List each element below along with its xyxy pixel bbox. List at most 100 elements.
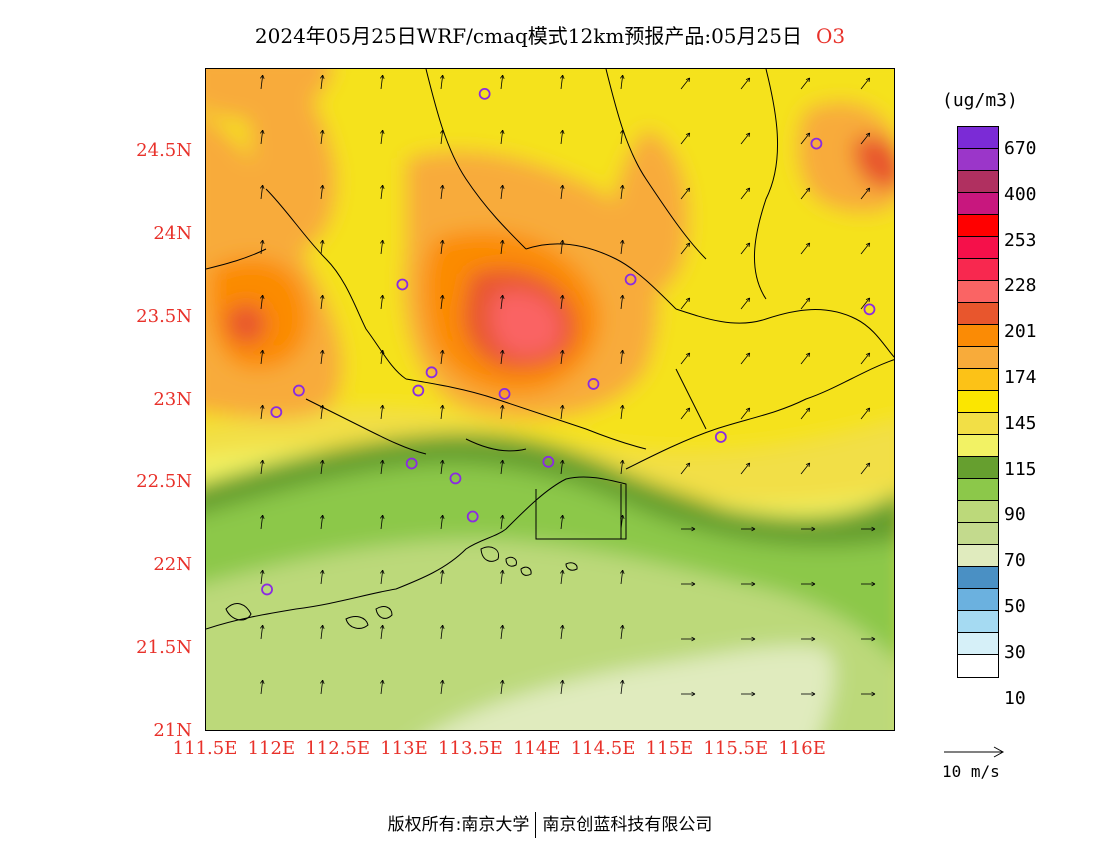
wind-arrow (440, 349, 445, 365)
legend-swatch (958, 589, 998, 611)
wind-arrow (380, 679, 385, 695)
legend-swatch (958, 193, 998, 215)
wind-arrow (620, 404, 625, 420)
island-outlines (225, 546, 578, 629)
wind-arrow (740, 462, 751, 475)
title-text: 2024年05月25日WRF/cmaq模式12km预报产品:05月25日 (254, 24, 802, 48)
longitude-tick-label: 115E (645, 738, 694, 759)
wind-arrow (440, 459, 445, 475)
wind-arrow (620, 184, 625, 200)
wind-arrow (860, 77, 871, 90)
wind-arrow (380, 294, 385, 310)
wind-arrow (440, 129, 445, 145)
wind-arrow (560, 184, 565, 200)
wind-arrow (861, 636, 876, 642)
wind-arrow (380, 569, 385, 585)
station-marker (587, 378, 600, 390)
latitude-tick-label: 23N (153, 388, 192, 410)
longitude-tick-label: 113.5E (438, 738, 503, 759)
legend-swatch (958, 127, 998, 149)
wind-arrow (620, 679, 625, 695)
legend-swatch (958, 325, 998, 347)
legend-swatch (958, 633, 998, 655)
legend-swatch (958, 611, 998, 633)
wind-arrow (740, 407, 751, 420)
wind-arrow (260, 459, 265, 475)
legend-tick-label: 145 (1004, 412, 1037, 434)
wind-reference-arrow-icon (944, 746, 1005, 758)
wind-arrow (740, 242, 751, 255)
wind-arrow (380, 459, 385, 475)
legend-swatch (958, 523, 998, 545)
longitude-tick-label: 115.5E (703, 738, 769, 759)
station-marker (498, 387, 511, 400)
wind-arrow (440, 569, 445, 585)
wind-arrow (800, 462, 811, 475)
wind-arrow (740, 77, 751, 90)
legend-swatch (958, 215, 998, 237)
longitude-tick-label: 114.5E (570, 738, 636, 759)
latitude-tick-label: 21N (153, 720, 192, 741)
legend-tick-label: 90 (1004, 504, 1026, 526)
wind-arrow (800, 132, 811, 145)
wind-arrow (620, 569, 625, 585)
longitude-tick-label: 111.5E (172, 738, 238, 759)
wind-arrow (260, 569, 265, 585)
wind-arrow (380, 74, 385, 90)
legend-tick-label: 253 (1004, 229, 1037, 251)
wind-arrow (440, 679, 445, 695)
wind-arrow (740, 187, 751, 200)
wind-arrow (560, 624, 565, 640)
station-marker (396, 278, 409, 291)
legend-swatch (958, 171, 998, 193)
wind-arrow (260, 404, 265, 420)
wind-arrow (800, 77, 811, 90)
wind-arrow (500, 239, 505, 255)
wind-arrow (861, 526, 876, 532)
wind-arrow (800, 242, 811, 255)
wind-arrow (620, 459, 625, 475)
wind-arrow (620, 624, 625, 640)
wind-arrow (560, 514, 565, 530)
wind-arrow (620, 294, 625, 310)
legend-swatch (958, 303, 998, 325)
wind-arrow (681, 581, 696, 587)
wind-arrow (380, 624, 385, 640)
wind-arrow (801, 581, 816, 587)
legend-swatch (958, 457, 998, 479)
station-marker (425, 366, 438, 379)
legend-swatch (958, 347, 998, 369)
station-marker (863, 303, 876, 316)
wind-arrow (320, 514, 325, 530)
wind-arrow (500, 184, 505, 200)
latitude-tick-label: 24N (153, 222, 192, 244)
wind-arrow (681, 636, 696, 642)
wind-arrow (620, 239, 625, 255)
wind-arrow (740, 352, 751, 365)
station-marker (542, 455, 555, 468)
copyright-right: 南京创蓝科技有限公司 (542, 815, 713, 835)
wind-arrow (260, 679, 265, 695)
legend-tick-label: 30 (1004, 641, 1026, 663)
wind-arrow (560, 349, 565, 365)
wind-arrow (320, 459, 325, 475)
wind-arrow (380, 129, 385, 145)
wind-arrow (500, 404, 505, 420)
wind-arrow (320, 74, 325, 90)
wind-arrow (680, 407, 691, 420)
wind-arrow (500, 514, 505, 530)
legend-swatch (958, 259, 998, 281)
wind-arrow (620, 74, 625, 90)
longitude-tick-label: 116E (778, 738, 826, 759)
wind-arrow (500, 294, 505, 310)
legend-tick-label: 400 (1004, 183, 1037, 205)
legend-swatch (958, 479, 998, 501)
legend-swatch (958, 501, 998, 523)
wind-arrow (320, 349, 325, 365)
wind-arrow (320, 679, 325, 695)
legend-tick-label: 201 (1004, 321, 1037, 343)
wind-arrow (500, 624, 505, 640)
wind-arrow (260, 239, 265, 255)
legend-tick-label: 670 (1004, 138, 1037, 159)
wind-arrow (500, 569, 505, 585)
